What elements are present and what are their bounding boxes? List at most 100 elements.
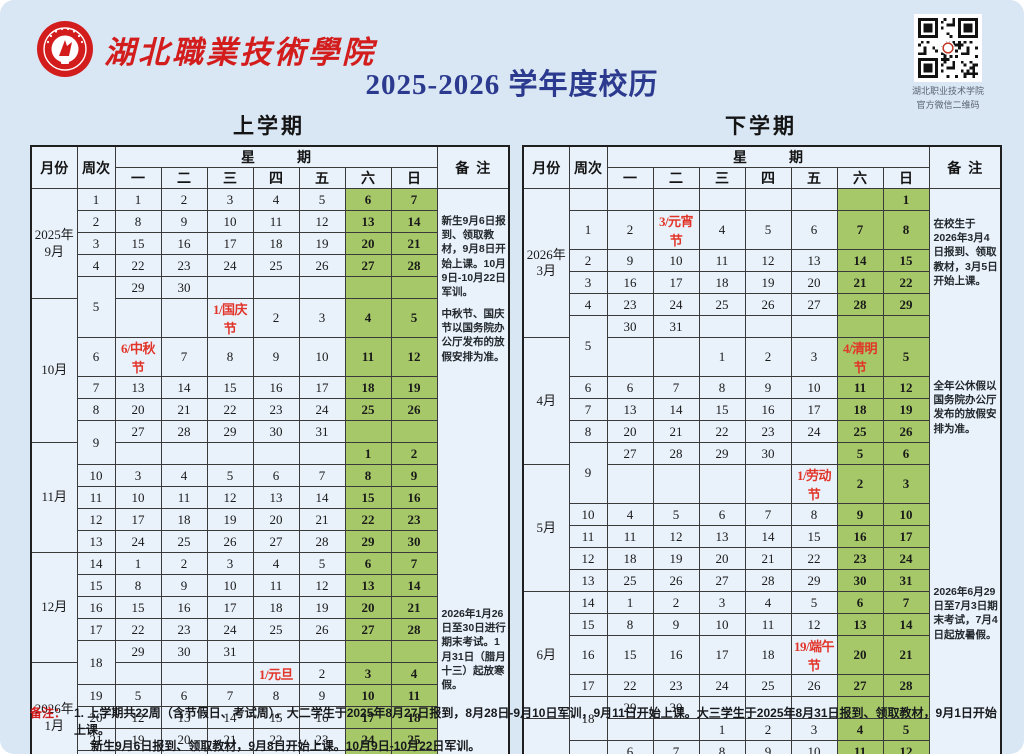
day-cell	[652, 337, 700, 377]
day-cell	[298, 640, 346, 663]
day-cell: 5	[836, 442, 884, 465]
day-cell: 25	[160, 530, 208, 553]
day-cell: 20	[790, 271, 838, 294]
week-number-cell: 5	[568, 315, 608, 377]
weekday-header-cell: 六	[836, 167, 884, 189]
week-number-cell: 14	[76, 552, 116, 575]
day-cell: 30	[836, 569, 884, 592]
day-cell: 10	[698, 613, 746, 636]
day-cell: 4	[744, 591, 792, 614]
day-cell: 30	[252, 420, 300, 443]
day-cell: 31	[206, 640, 254, 663]
day-cell: 10	[790, 376, 838, 399]
footer-remarks: 备注： 1. 上学期共22周（含节假日、考试周）。大二学生于2025年8月27日…	[30, 705, 1008, 754]
day-cell: 17	[206, 596, 254, 619]
day-cell: 30	[652, 696, 700, 719]
day-cell	[252, 640, 300, 663]
day-cell: 24	[698, 674, 746, 697]
day-cell: 23	[652, 674, 700, 697]
day-cell: 17	[652, 271, 700, 294]
day-cell: 26	[390, 398, 438, 421]
week-number-cell: 3	[568, 271, 608, 294]
day-cell: 14	[390, 574, 438, 597]
day-cell: 2	[744, 337, 792, 377]
day-cell: 27	[252, 530, 300, 553]
day-cell: 15	[114, 596, 162, 619]
day-cell: 8	[698, 376, 746, 399]
week-number-cell: 2	[76, 210, 116, 233]
week-number-cell: 9	[568, 442, 608, 504]
day-cell: 11	[344, 337, 392, 377]
footer-remarks-label: 备注：	[30, 706, 67, 720]
day-cell: 11	[252, 210, 300, 233]
day-cell: 9	[606, 249, 654, 272]
day-cell	[160, 662, 208, 685]
day-cell: 11	[744, 613, 792, 636]
day-cell: 10	[344, 684, 392, 707]
day-cell: 28	[390, 618, 438, 641]
qr-caption-line2: 官方微信二维码	[916, 99, 980, 110]
day-cell: 10	[652, 249, 700, 272]
day-cell: 14	[160, 376, 208, 399]
day-cell: 17	[206, 232, 254, 255]
day-cell: 23	[606, 293, 654, 316]
day-cell: 4	[390, 662, 438, 685]
page-title: 2025-2026 学年度校历	[365, 69, 659, 101]
weekday-header-cell: 一	[606, 167, 654, 189]
day-cell: 8	[252, 684, 300, 707]
day-cell: 22	[882, 271, 930, 294]
day-cell: 7	[882, 591, 930, 614]
day-cell: 25	[744, 674, 792, 697]
day-cell: 30	[390, 530, 438, 553]
day-cell: 19	[298, 232, 346, 255]
day-cell: 29	[790, 569, 838, 592]
day-cell: 12	[790, 613, 838, 636]
day-cell: 4	[252, 552, 300, 575]
day-cell: 14	[836, 249, 884, 272]
note-block: 全年公休假以国务院办公厅发布的放假安排为准。	[933, 380, 997, 435]
week-column-header: 周次	[568, 145, 608, 189]
day-cell: 19	[206, 508, 254, 531]
day-cell: 9	[390, 464, 438, 487]
day-cell: 18	[160, 508, 208, 531]
week-number-cell	[568, 188, 608, 211]
day-cell: 30	[160, 640, 208, 663]
day-cell	[744, 315, 792, 338]
day-cell: 11	[836, 376, 884, 399]
calendar-table: 月份 周次 星期 备注一二三四五六日 2026年 3月 1 在校生于2026年3月4日报到、领…	[522, 145, 1003, 754]
day-cell	[606, 188, 654, 211]
day-cell: 18	[744, 635, 792, 675]
day-cell: 7	[652, 376, 700, 399]
month-cell: 2026年 1月	[30, 662, 78, 754]
day-cell: 27	[836, 674, 884, 697]
note-block: 中秋节、国庆节以国务院办公厅发布的放假安排为准。	[441, 308, 505, 363]
day-cell: 25	[606, 569, 654, 592]
day-cell: 1/劳动节	[790, 464, 838, 504]
day-cell: 24	[206, 254, 254, 277]
day-cell: 18	[252, 232, 300, 255]
day-cell: 5	[790, 591, 838, 614]
day-cell: 19	[652, 547, 700, 570]
day-cell	[114, 442, 162, 465]
day-cell: 16	[390, 486, 438, 509]
day-cell: 11	[698, 249, 746, 272]
day-cell: 9	[160, 210, 208, 233]
day-cell	[836, 315, 884, 338]
day-cell: 7	[744, 503, 792, 526]
week-number-cell: 11	[568, 525, 608, 548]
day-cell: 13	[344, 574, 392, 597]
note-column-header: 备注	[928, 145, 1002, 189]
day-cell: 31	[652, 315, 700, 338]
day-cell: 4	[698, 210, 746, 250]
day-cell: 4	[836, 718, 884, 741]
week-number-cell: 15	[568, 613, 608, 636]
day-cell: 19	[298, 596, 346, 619]
day-cell	[744, 188, 792, 211]
day-cell	[252, 442, 300, 465]
day-cell: 11	[836, 740, 884, 754]
week-number-cell: 17	[568, 674, 608, 697]
day-cell: 13	[836, 613, 884, 636]
week-column-header: 周次	[76, 145, 116, 189]
day-cell: 12	[744, 249, 792, 272]
day-cell	[160, 442, 208, 465]
